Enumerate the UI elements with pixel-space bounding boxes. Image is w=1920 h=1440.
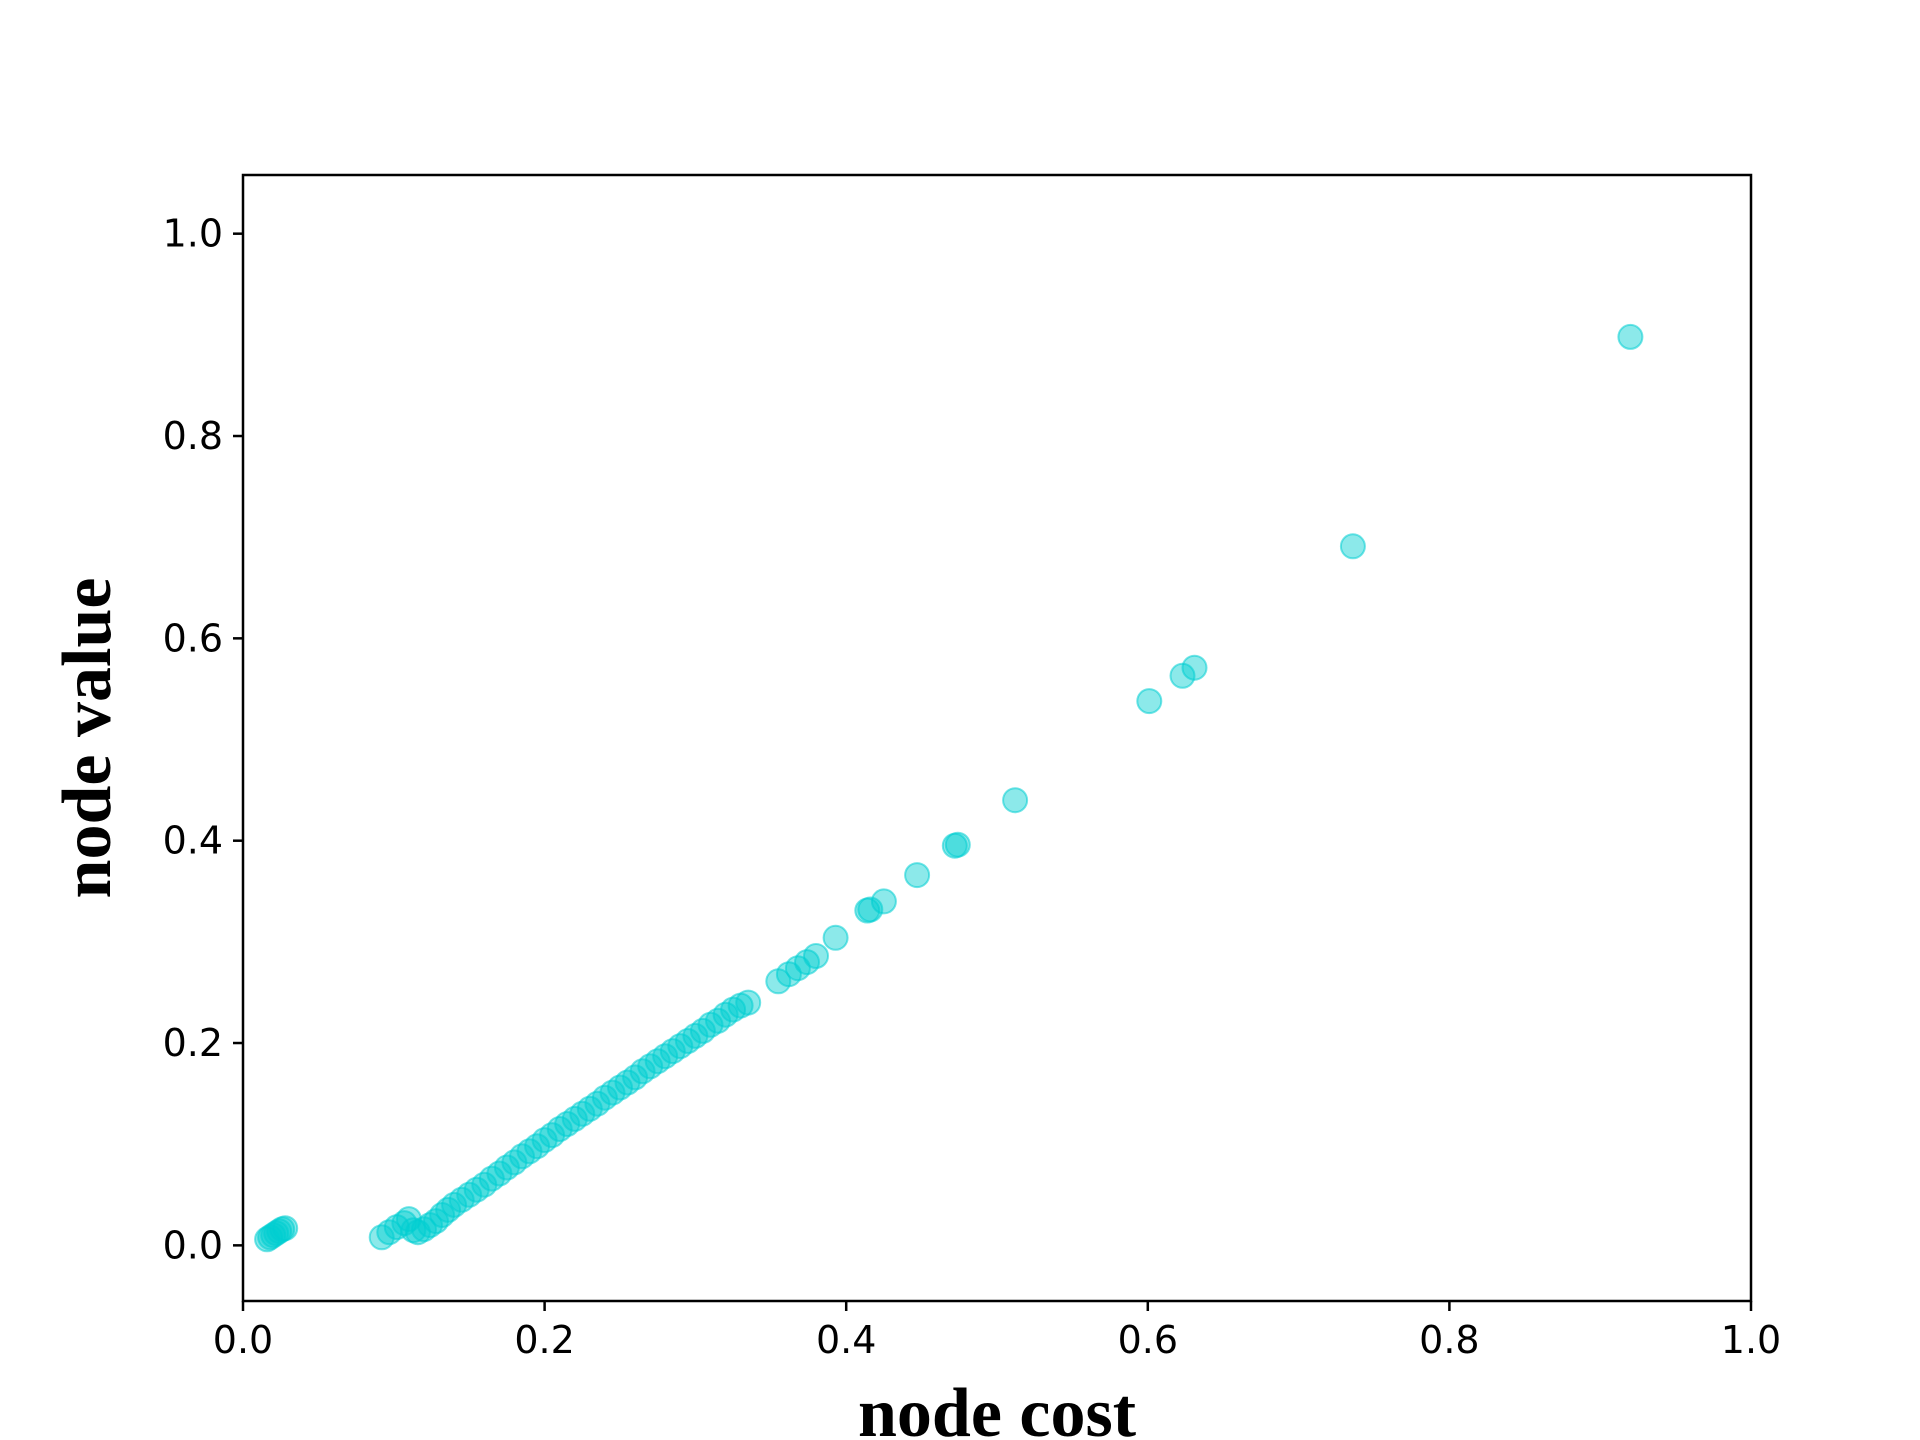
y-tick-label: 0.4: [163, 819, 223, 863]
y-tick-label: 0.6: [163, 616, 223, 660]
scatter-point: [272, 1215, 299, 1242]
scatter-point: [1181, 654, 1208, 681]
scatter-point: [857, 896, 884, 923]
x-axis-label: node cost: [858, 1375, 1136, 1440]
plot-frame: [241, 173, 1753, 1303]
scatter-point: [904, 862, 931, 889]
y-tick-label: 1.0: [163, 212, 223, 256]
x-tick-label: 0.0: [213, 1318, 273, 1362]
y-axis-ticks: 0.0 0.2 0.4 0.6 0.8 1.0: [163, 212, 243, 1267]
x-tick-label: 0.2: [514, 1318, 574, 1362]
y-axis-label: node value: [49, 578, 126, 899]
x-tick-label: 1.0: [1721, 1318, 1781, 1362]
scatter-point: [720, 996, 747, 1023]
scatter-point: [1617, 323, 1644, 350]
x-axis-ticks: 0.0 0.2 0.4 0.6 0.8 1.0: [213, 1301, 1781, 1362]
scatter-point: [1339, 533, 1366, 560]
y-tick-label: 0.8: [163, 414, 223, 458]
scatter-point: [1002, 787, 1029, 814]
x-tick-label: 0.4: [816, 1318, 876, 1362]
scatter-point: [870, 888, 897, 915]
scatter-point: [735, 989, 762, 1016]
y-tick-label: 0.0: [163, 1223, 223, 1267]
x-tick-label: 0.6: [1118, 1318, 1178, 1362]
y-tick-label: 0.2: [163, 1021, 223, 1065]
scatter-points: [254, 323, 1644, 1253]
scatter-point: [1136, 688, 1163, 715]
scatter-point: [822, 924, 849, 951]
scatter-point: [697, 1011, 724, 1038]
scatter-point: [803, 943, 829, 969]
x-tick-label: 0.8: [1419, 1318, 1479, 1362]
scatter-point: [944, 831, 971, 858]
